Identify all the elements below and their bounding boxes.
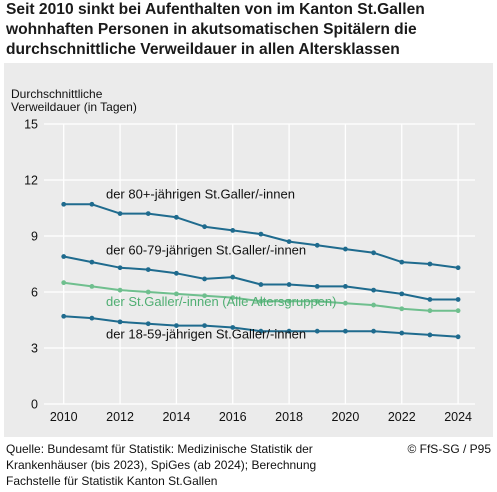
y-tick-label: 12 — [24, 174, 38, 188]
data-point — [427, 297, 433, 302]
data-point — [173, 270, 179, 276]
grid-layer — [44, 123, 475, 405]
data-point — [89, 259, 95, 265]
copyright-note: © FfS-SG / P95 — [407, 442, 491, 456]
data-point — [343, 284, 348, 289]
data-point — [455, 308, 461, 314]
data-point — [89, 201, 95, 207]
data-point — [399, 291, 405, 297]
data-point — [314, 242, 320, 248]
data-point — [258, 282, 264, 287]
series-labels: der 80+-jährigen St.Galler/-innen der 60-… — [106, 187, 337, 342]
data-point — [314, 298, 320, 304]
data-point — [343, 328, 348, 334]
y-tick-label: 15 — [24, 118, 38, 132]
data-point — [286, 239, 292, 245]
data-point — [173, 214, 179, 220]
data-point — [145, 211, 151, 217]
data-point — [314, 328, 320, 334]
data-point — [230, 274, 236, 280]
data-point — [117, 211, 123, 217]
data-point — [117, 265, 123, 271]
data-point — [399, 259, 405, 265]
data-point — [371, 328, 376, 334]
x-tick-label: 2018 — [275, 410, 303, 424]
data-point — [371, 287, 376, 293]
data-point — [286, 282, 292, 287]
data-point — [399, 330, 405, 336]
data-point — [173, 323, 179, 328]
data-point — [202, 293, 207, 299]
x-axis-ticks: 2010 2012 2014 2016 2018 2020 2022 2024 — [50, 410, 472, 424]
source-note: Quelle: Bundesamt für Statistik: Medizin… — [6, 442, 317, 488]
data-point — [427, 308, 433, 314]
data-point — [145, 267, 151, 272]
x-tick-label: 2012 — [106, 410, 134, 424]
data-point — [258, 328, 264, 334]
data-point — [455, 297, 461, 302]
data-point — [343, 300, 348, 306]
data-point — [371, 250, 376, 256]
y-tick-label: 6 — [31, 286, 38, 300]
data-point — [61, 313, 67, 319]
x-tick-label: 2022 — [388, 410, 416, 424]
data-point — [173, 291, 179, 297]
x-tick-label: 2016 — [219, 410, 247, 424]
y-tick-label: 9 — [31, 230, 38, 244]
data-point — [145, 289, 151, 295]
x-tick-label: 2024 — [444, 410, 472, 424]
data-point — [61, 254, 67, 259]
data-point — [230, 295, 236, 300]
series-label-1: der 60-79-jährigen St.Galler/-innen — [106, 243, 306, 258]
line-chart: 0 3 6 9 12 15 2010 2012 2014 2016 2018 2020 2022 202… — [11, 87, 475, 424]
y-axis-label-line-1: Durchschnittliche — [11, 87, 103, 101]
data-point — [427, 261, 433, 267]
data-point — [343, 246, 348, 252]
data-point — [117, 319, 123, 325]
chart-title: Seit 2010 sinkt bei Aufenthalten von im … — [6, 1, 425, 58]
data-point — [286, 328, 292, 334]
data-point — [286, 298, 292, 304]
data-point — [202, 276, 207, 282]
data-point — [258, 231, 264, 237]
data-point — [455, 265, 461, 271]
data-point — [145, 321, 151, 327]
y-axis-label-line-2: Verweildauer (in Tagen) — [11, 100, 137, 114]
x-tick-label: 2014 — [162, 410, 190, 424]
data-point — [202, 224, 207, 230]
series-layer — [61, 201, 461, 340]
data-point — [61, 280, 67, 286]
data-point — [371, 302, 376, 308]
plot-panel: 0 3 6 9 12 15 2010 2012 2014 2016 2018 2020 2022 202… — [4, 63, 493, 437]
series-label-3: der 18-59-jährigen St.Galler/-innen — [106, 327, 306, 342]
x-tick-label: 2020 — [332, 410, 360, 424]
y-axis-ticks: 0 3 6 9 12 15 — [24, 118, 38, 412]
data-point — [89, 284, 95, 289]
data-point — [258, 298, 264, 304]
data-point — [89, 315, 95, 321]
x-tick-label: 2010 — [50, 410, 78, 424]
series-label-2: der St.Galler/-innen (Alle Altersgruppen… — [106, 294, 337, 309]
data-point — [61, 201, 67, 207]
y-tick-label: 3 — [31, 342, 38, 356]
data-point — [314, 284, 320, 289]
data-point — [399, 306, 405, 312]
data-point — [202, 323, 207, 328]
data-point — [117, 287, 123, 293]
series-label-0: der 80+-jährigen St.Galler/-innen — [106, 187, 295, 202]
data-point — [230, 228, 236, 233]
y-tick-label: 0 — [31, 398, 38, 412]
data-point — [427, 332, 433, 338]
data-point — [455, 334, 461, 340]
data-point — [230, 325, 236, 330]
